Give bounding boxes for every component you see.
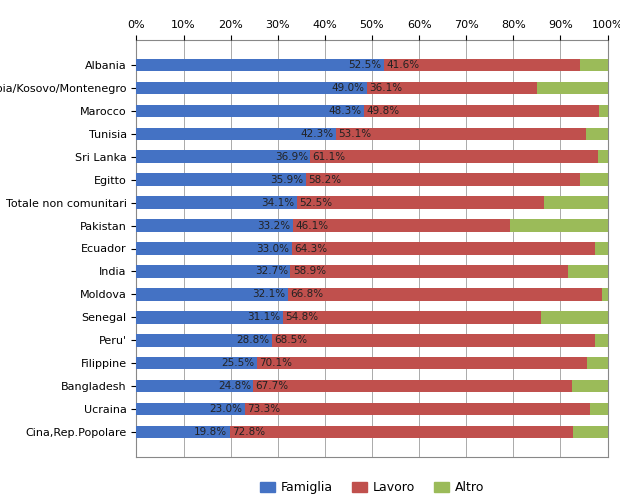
Bar xyxy=(283,311,541,324)
Bar xyxy=(364,104,599,117)
Bar xyxy=(586,128,608,140)
Text: 72.8%: 72.8% xyxy=(232,427,265,437)
Bar xyxy=(136,403,245,415)
Bar xyxy=(384,59,580,72)
Bar xyxy=(245,403,590,415)
Bar xyxy=(136,311,283,324)
Text: 68.5%: 68.5% xyxy=(275,335,308,345)
Bar xyxy=(136,219,293,232)
Text: 32.1%: 32.1% xyxy=(252,289,285,299)
Bar xyxy=(136,380,253,393)
Bar xyxy=(335,128,586,140)
Bar xyxy=(544,196,608,209)
Bar xyxy=(599,104,608,117)
Text: 24.8%: 24.8% xyxy=(218,381,251,391)
Text: 52.5%: 52.5% xyxy=(348,60,381,70)
Text: 49.8%: 49.8% xyxy=(366,106,399,116)
Bar xyxy=(136,425,229,438)
Bar xyxy=(136,128,335,140)
Bar xyxy=(573,425,608,438)
Text: 19.8%: 19.8% xyxy=(194,427,228,437)
Bar xyxy=(291,265,568,278)
Bar xyxy=(257,357,587,369)
Bar xyxy=(136,82,367,94)
Bar xyxy=(541,311,608,324)
Bar xyxy=(288,288,603,301)
Bar xyxy=(136,173,306,186)
Text: 48.3%: 48.3% xyxy=(329,106,361,116)
Text: 46.1%: 46.1% xyxy=(295,221,329,231)
Text: 41.6%: 41.6% xyxy=(386,60,419,70)
Bar xyxy=(272,334,595,346)
Text: 28.8%: 28.8% xyxy=(237,335,270,345)
Text: 66.8%: 66.8% xyxy=(290,289,323,299)
Bar xyxy=(580,59,608,72)
Bar xyxy=(253,380,572,393)
Text: 58.2%: 58.2% xyxy=(308,175,341,185)
Bar xyxy=(595,334,608,346)
Bar xyxy=(136,151,310,163)
Bar xyxy=(136,288,288,301)
Text: 64.3%: 64.3% xyxy=(294,244,327,253)
Text: 33.0%: 33.0% xyxy=(257,244,290,253)
Bar xyxy=(306,173,580,186)
Bar xyxy=(598,151,608,163)
Bar xyxy=(136,357,257,369)
Text: 53.1%: 53.1% xyxy=(338,129,371,139)
Text: 58.9%: 58.9% xyxy=(293,266,326,276)
Text: 33.2%: 33.2% xyxy=(257,221,291,231)
Bar xyxy=(136,334,272,346)
Text: 54.8%: 54.8% xyxy=(285,312,319,322)
Text: 36.1%: 36.1% xyxy=(370,83,403,93)
Text: 23.0%: 23.0% xyxy=(210,404,242,414)
Text: 52.5%: 52.5% xyxy=(299,198,332,208)
Bar xyxy=(580,173,608,186)
Bar xyxy=(136,242,292,255)
Bar xyxy=(136,196,297,209)
Text: 49.0%: 49.0% xyxy=(332,83,365,93)
Text: 31.1%: 31.1% xyxy=(247,312,281,322)
Legend: Famiglia, Lavoro, Altro: Famiglia, Lavoro, Altro xyxy=(254,476,490,497)
Bar xyxy=(229,425,573,438)
Text: 34.1%: 34.1% xyxy=(262,198,294,208)
Bar xyxy=(603,288,608,301)
Text: 73.3%: 73.3% xyxy=(247,404,280,414)
Text: 61.1%: 61.1% xyxy=(312,152,346,162)
Bar xyxy=(510,219,608,232)
Bar xyxy=(572,380,608,393)
Bar xyxy=(292,242,595,255)
Bar xyxy=(590,403,608,415)
Bar xyxy=(297,196,544,209)
Bar xyxy=(293,219,510,232)
Text: 25.5%: 25.5% xyxy=(221,358,254,368)
Bar xyxy=(587,357,608,369)
Bar xyxy=(136,59,384,72)
Text: 67.7%: 67.7% xyxy=(255,381,289,391)
Bar xyxy=(136,265,291,278)
Text: 42.3%: 42.3% xyxy=(300,129,334,139)
Text: 70.1%: 70.1% xyxy=(259,358,292,368)
Bar xyxy=(310,151,598,163)
Bar xyxy=(136,104,364,117)
Text: 35.9%: 35.9% xyxy=(270,175,303,185)
Bar xyxy=(595,242,608,255)
Text: 32.7%: 32.7% xyxy=(255,266,288,276)
Bar xyxy=(538,82,608,94)
Bar xyxy=(568,265,608,278)
Text: 36.9%: 36.9% xyxy=(275,152,308,162)
Bar xyxy=(367,82,538,94)
